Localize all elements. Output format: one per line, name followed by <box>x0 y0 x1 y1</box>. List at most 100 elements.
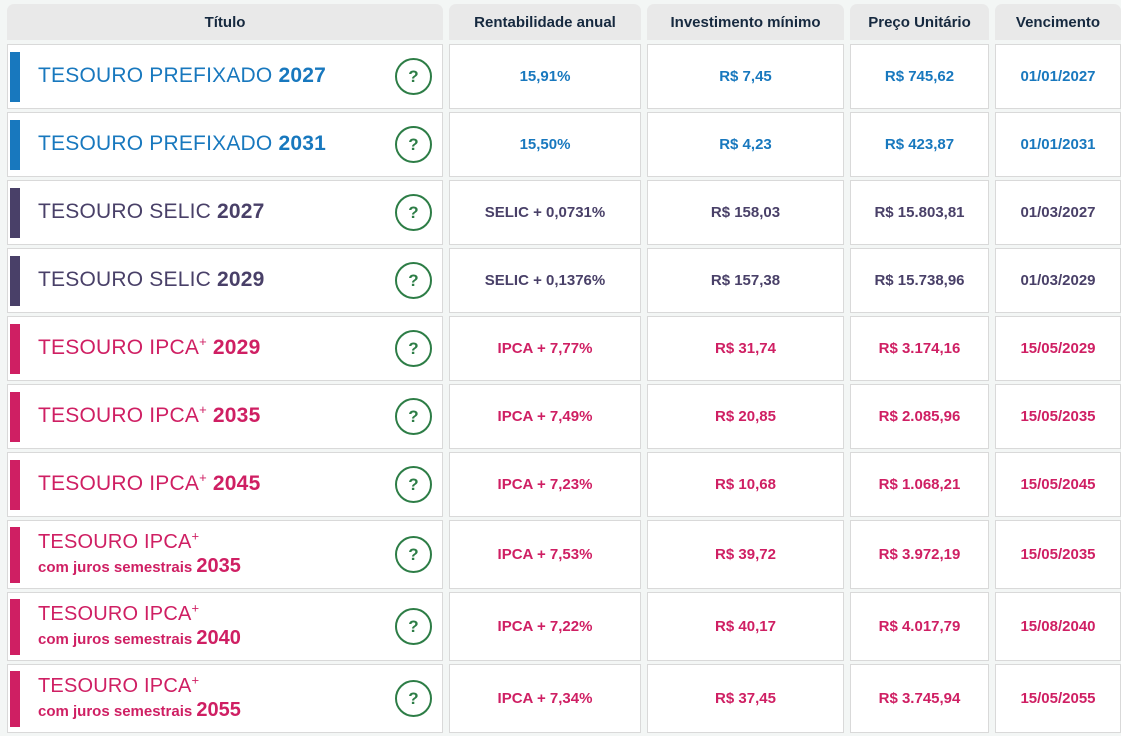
table-row: TESOURO IPCA+ com juros semestrais 2055 … <box>7 664 1121 733</box>
bond-title-cell[interactable]: TESOURO PREFIXADO 2027 ? <box>7 44 443 109</box>
bond-title-cell[interactable]: TESOURO IPCA+ 2045 ? <box>7 452 443 517</box>
plus-superscript: + <box>199 402 207 418</box>
bond-color-bar <box>10 670 20 727</box>
unit-price-cell: R$ 4.017,79 <box>850 592 989 661</box>
min-investment-cell: R$ 40,17 <box>647 592 844 661</box>
unit-price-cell: R$ 745,62 <box>850 44 989 109</box>
bond-title-cell[interactable]: TESOURO IPCA+ com juros semestrais 2035 … <box>7 520 443 589</box>
maturity-cell: 15/08/2040 <box>995 592 1121 661</box>
table-row: TESOURO PREFIXADO 2027 ? 15,91% R$ 7,45 … <box>7 44 1121 109</box>
bond-title: TESOURO IPCA+ com juros semestrais 2035 <box>38 528 241 578</box>
plus-superscript: + <box>191 528 200 544</box>
maturity-cell: 01/01/2031 <box>995 112 1121 177</box>
bond-color-bar <box>10 598 20 655</box>
question-mark-glyph: ? <box>408 134 419 154</box>
column-header-investimento-minimo: Investimento mínimo <box>647 4 844 40</box>
table-header: Título Rentabilidade anual Investimento … <box>7 4 1121 40</box>
help-icon[interactable]: ? <box>395 194 432 231</box>
unit-price-cell: R$ 423,87 <box>850 112 989 177</box>
bond-title-cell[interactable]: TESOURO IPCA+ 2029 ? <box>7 316 443 381</box>
help-icon[interactable]: ? <box>395 608 432 645</box>
maturity-cell: 15/05/2035 <box>995 384 1121 449</box>
unit-price-cell: R$ 1.068,21 <box>850 452 989 517</box>
unit-price-cell: R$ 15.803,81 <box>850 180 989 245</box>
plus-superscript: + <box>191 672 200 688</box>
question-mark-glyph: ? <box>408 406 419 426</box>
bond-title-cell[interactable]: TESOURO SELIC 2027 ? <box>7 180 443 245</box>
maturity-cell: 15/05/2029 <box>995 316 1121 381</box>
bond-color-bar <box>10 255 20 306</box>
annual-rate-cell: IPCA + 7,49% <box>449 384 641 449</box>
min-investment-cell: R$ 31,74 <box>647 316 844 381</box>
min-investment-cell: R$ 157,38 <box>647 248 844 313</box>
min-investment-cell: R$ 158,03 <box>647 180 844 245</box>
maturity-cell: 01/03/2029 <box>995 248 1121 313</box>
bond-title-cell[interactable]: TESOURO SELIC 2029 ? <box>7 248 443 313</box>
table-row: TESOURO IPCA+ com juros semestrais 2035 … <box>7 520 1121 589</box>
column-header-rentabilidade: Rentabilidade anual <box>449 4 641 40</box>
question-mark-glyph: ? <box>408 66 419 86</box>
annual-rate-cell: IPCA + 7,23% <box>449 452 641 517</box>
unit-price-cell: R$ 3.972,19 <box>850 520 989 589</box>
table-row: TESOURO IPCA+ 2029 ? IPCA + 7,77% R$ 31,… <box>7 316 1121 381</box>
min-investment-cell: R$ 4,23 <box>647 112 844 177</box>
bond-title: TESOURO PREFIXADO 2031 <box>38 132 326 157</box>
bond-title-line1: TESOURO IPCA+ <box>38 528 200 553</box>
help-icon[interactable]: ? <box>395 536 432 573</box>
maturity-cell: 15/05/2055 <box>995 664 1121 733</box>
bond-color-bar <box>10 187 20 238</box>
table-body: TESOURO PREFIXADO 2027 ? 15,91% R$ 7,45 … <box>7 44 1121 733</box>
min-investment-cell: R$ 20,85 <box>647 384 844 449</box>
bond-color-bar <box>10 323 20 374</box>
bond-title-cell[interactable]: TESOURO IPCA+ com juros semestrais 2055 … <box>7 664 443 733</box>
unit-price-cell: R$ 3.174,16 <box>850 316 989 381</box>
bond-title-line2: com juros semestrais 2040 <box>38 626 241 649</box>
min-investment-cell: R$ 37,45 <box>647 664 844 733</box>
bond-title: TESOURO IPCA+ 2029 <box>38 334 261 361</box>
table-row: TESOURO IPCA+ com juros semestrais 2040 … <box>7 592 1121 661</box>
plus-superscript: + <box>191 600 200 616</box>
bond-title-line1: TESOURO PREFIXADO 2031 <box>38 132 326 156</box>
help-icon[interactable]: ? <box>395 466 432 503</box>
bond-title-cell[interactable]: TESOURO IPCA+ com juros semestrais 2040 … <box>7 592 443 661</box>
bond-title: TESOURO IPCA+ 2035 <box>38 402 261 429</box>
help-icon[interactable]: ? <box>395 680 432 717</box>
bond-title-line1: TESOURO IPCA+ <box>38 600 200 625</box>
bond-title-line1: TESOURO PREFIXADO 2027 <box>38 64 326 88</box>
bond-color-bar <box>10 526 20 583</box>
bond-title-line1: TESOURO IPCA+ <box>38 672 200 697</box>
bond-title-line1: TESOURO IPCA+ 2029 <box>38 334 261 360</box>
help-icon[interactable]: ? <box>395 262 432 299</box>
bond-title-line1: TESOURO IPCA+ 2045 <box>38 470 261 496</box>
unit-price-cell: R$ 2.085,96 <box>850 384 989 449</box>
plus-superscript: + <box>199 470 207 486</box>
maturity-cell: 15/05/2045 <box>995 452 1121 517</box>
help-icon[interactable]: ? <box>395 126 432 163</box>
question-mark-glyph: ? <box>408 270 419 290</box>
help-icon[interactable]: ? <box>395 398 432 435</box>
bond-color-bar <box>10 119 20 170</box>
table-row: TESOURO IPCA+ 2035 ? IPCA + 7,49% R$ 20,… <box>7 384 1121 449</box>
bond-color-bar <box>10 391 20 442</box>
unit-price-cell: R$ 15.738,96 <box>850 248 989 313</box>
bond-title-line1: TESOURO IPCA+ 2035 <box>38 402 261 428</box>
question-mark-glyph: ? <box>408 338 419 358</box>
min-investment-cell: R$ 39,72 <box>647 520 844 589</box>
help-icon[interactable]: ? <box>395 330 432 367</box>
question-mark-glyph: ? <box>408 544 419 564</box>
bond-title: TESOURO SELIC 2029 <box>38 268 265 293</box>
help-icon[interactable]: ? <box>395 58 432 95</box>
bond-title-cell[interactable]: TESOURO IPCA+ 2035 ? <box>7 384 443 449</box>
question-mark-glyph: ? <box>408 474 419 494</box>
bond-title: TESOURO IPCA+ com juros semestrais 2055 <box>38 672 241 722</box>
annual-rate-cell: IPCA + 7,77% <box>449 316 641 381</box>
maturity-cell: 01/03/2027 <box>995 180 1121 245</box>
table-row: TESOURO IPCA+ 2045 ? IPCA + 7,23% R$ 10,… <box>7 452 1121 517</box>
min-investment-cell: R$ 7,45 <box>647 44 844 109</box>
column-header-preco-unitario: Preço Unitário <box>850 4 989 40</box>
annual-rate-cell: IPCA + 7,22% <box>449 592 641 661</box>
column-header-vencimento: Vencimento <box>995 4 1121 40</box>
unit-price-cell: R$ 3.745,94 <box>850 664 989 733</box>
bond-title-cell[interactable]: TESOURO PREFIXADO 2031 ? <box>7 112 443 177</box>
bond-title: TESOURO IPCA+ com juros semestrais 2040 <box>38 600 241 650</box>
